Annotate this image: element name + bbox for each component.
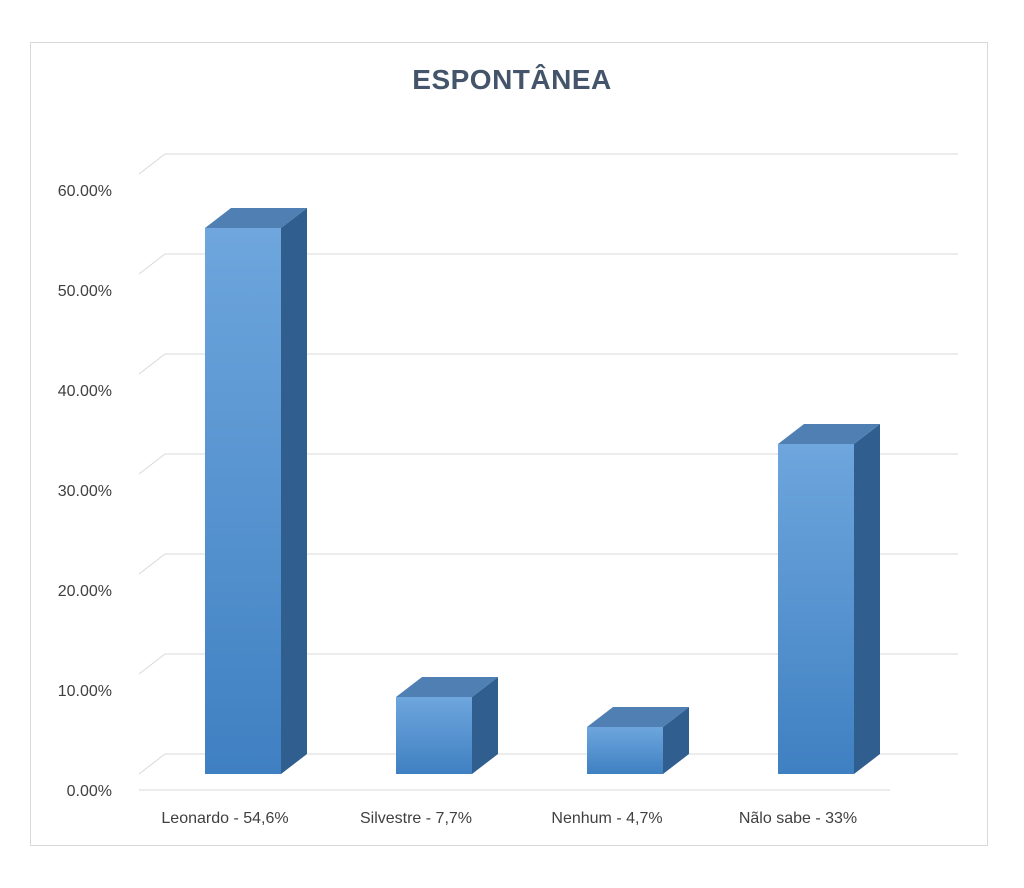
bar-front (205, 228, 281, 774)
y-tick-label: 20.00% (58, 583, 112, 600)
bar-front (778, 444, 854, 774)
bar-top (778, 424, 880, 444)
grid-line-side (138, 453, 166, 475)
y-tick-label: 10.00% (58, 683, 112, 700)
bar (587, 707, 689, 774)
bar-side (472, 677, 498, 774)
bar-top (205, 208, 307, 228)
bar-front (396, 697, 472, 774)
y-tick-label: 60.00% (58, 183, 112, 200)
bar-top (396, 677, 498, 697)
bar (205, 208, 307, 774)
y-tick-label: 0.00% (67, 783, 112, 800)
x-axis-categories: Leonardo - 54,6% Silvestre - 7,7% Nenhum -… (161, 810, 857, 827)
y-tick-label: 50.00% (58, 283, 112, 300)
grid-line-side (138, 553, 166, 575)
bar (778, 424, 880, 774)
x-category-label: Nãlo sabe - 33% (739, 810, 857, 827)
grid-line-side (138, 653, 166, 675)
bars (205, 208, 880, 774)
grid-line-side (138, 253, 166, 275)
x-category-label: Nenhum - 4,7% (551, 810, 662, 827)
x-category-label: Silvestre - 7,7% (360, 810, 472, 827)
bar-top (587, 707, 689, 727)
y-tick-label: 30.00% (58, 483, 112, 500)
grid-line-side (138, 153, 166, 175)
bar-side (663, 707, 689, 774)
bar-side (854, 424, 880, 774)
grid-line-side (138, 353, 166, 375)
bar (396, 677, 498, 774)
y-tick-label: 40.00% (58, 383, 112, 400)
chart-title: ESPONTÂNEA (412, 64, 612, 95)
y-axis-ticks: 0.00% 10.00% 20.00% 30.00% 40.00% 50.00% 60.00… (58, 183, 112, 800)
bar-side (281, 208, 307, 774)
x-category-label: Leonardo - 54,6% (161, 810, 288, 827)
bar-front (587, 727, 663, 774)
grid-line-side (138, 753, 166, 775)
